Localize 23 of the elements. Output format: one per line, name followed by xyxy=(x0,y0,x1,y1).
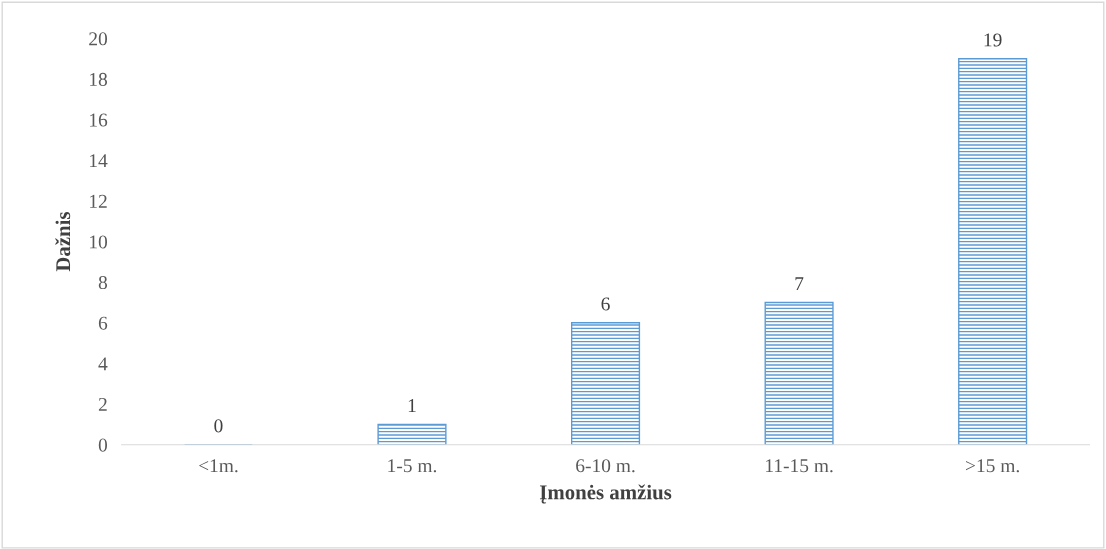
y-tick-label: 6 xyxy=(98,316,108,330)
x-tick-label: 1-5 m. xyxy=(388,459,437,473)
y-tick-label: 14 xyxy=(90,154,108,168)
y-tick-label: 2 xyxy=(98,397,107,411)
x-tick-label: <1m. xyxy=(199,459,238,473)
y-tick-label: 8 xyxy=(98,276,108,290)
x-tick-label: 6-10 m. xyxy=(576,459,635,473)
y-tick-label: 0 xyxy=(98,438,108,452)
y-tick-label: 20 xyxy=(89,32,108,46)
data-label: 19 xyxy=(984,33,1002,47)
data-label: 6 xyxy=(601,297,610,311)
y-tick-label: 4 xyxy=(98,357,108,371)
y-tick-label: 10 xyxy=(90,235,108,249)
data-label: 7 xyxy=(795,277,804,291)
x-tick-label: 11-15 m. xyxy=(766,459,833,473)
x-tick-label: >15 m. xyxy=(965,459,1019,473)
x-axis-title: Įmonės amžius xyxy=(539,484,672,504)
y-tick-label: 16 xyxy=(90,113,108,127)
y-tick-label: 12 xyxy=(90,194,107,208)
y-tick-label: 18 xyxy=(90,72,108,86)
data-label: 1 xyxy=(408,399,416,412)
y-axis-title: Dažnis xyxy=(55,211,71,272)
data-label: 0 xyxy=(214,419,223,433)
